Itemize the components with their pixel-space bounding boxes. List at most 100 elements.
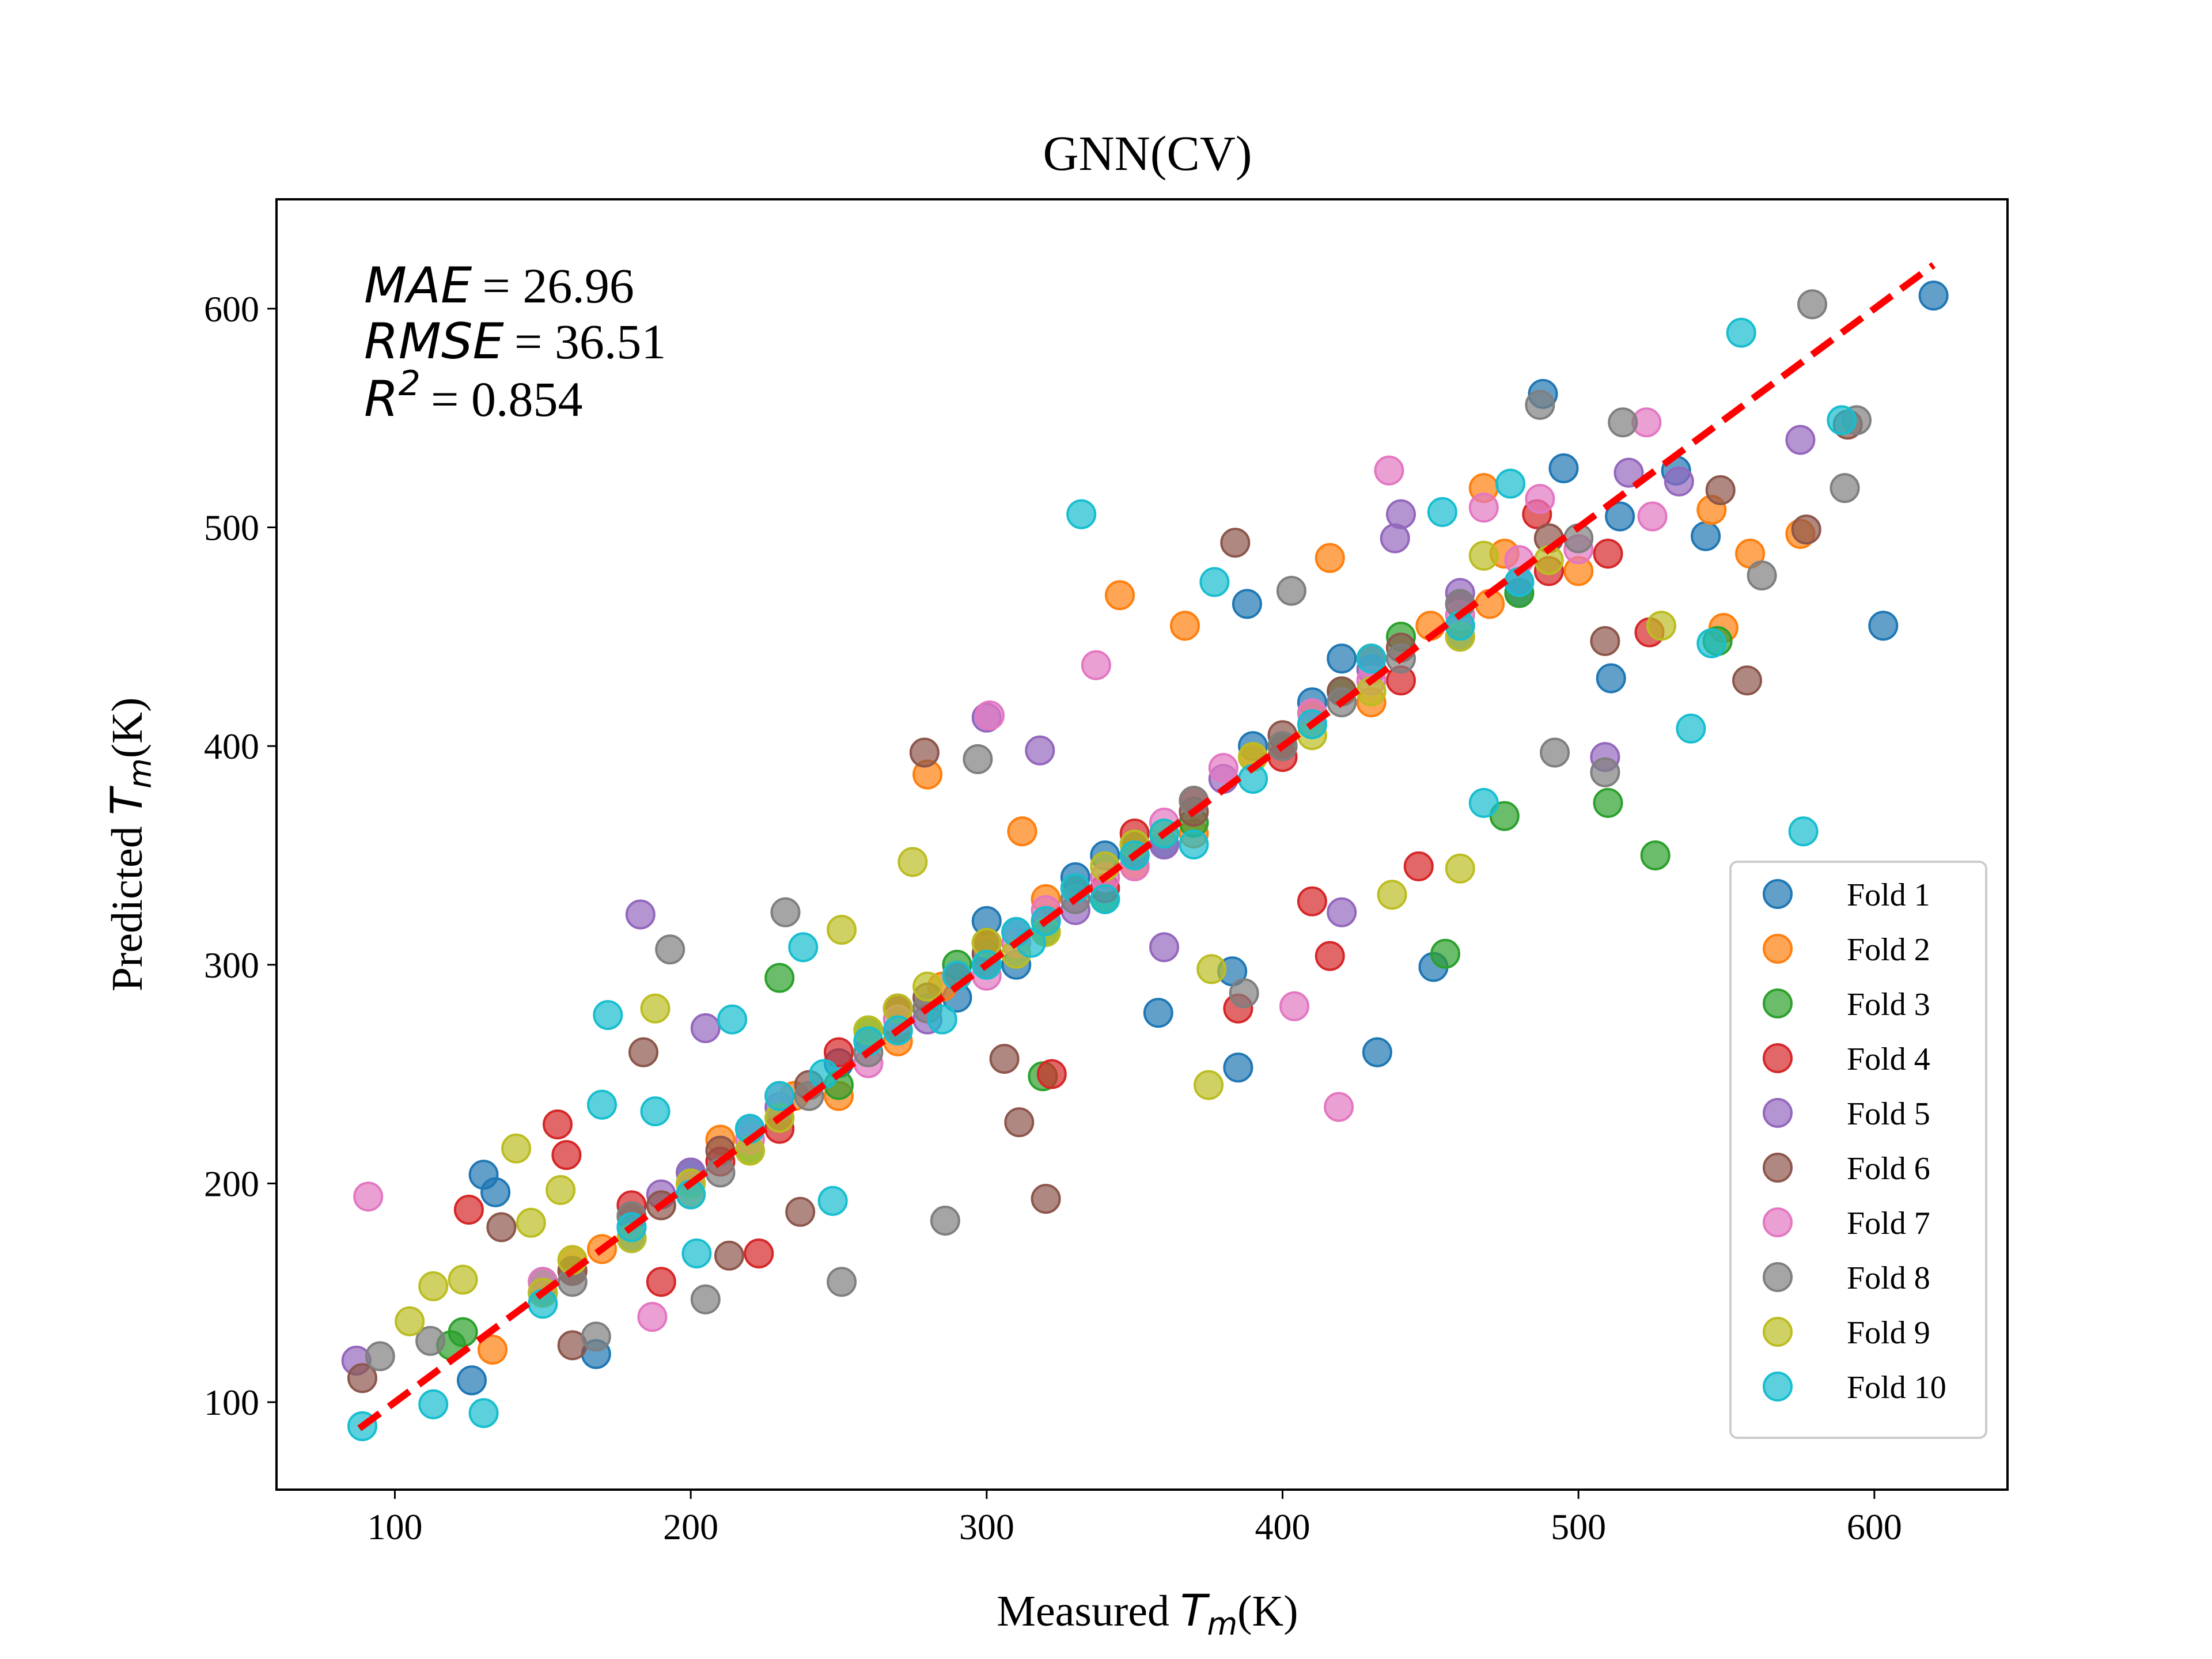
x-tick-label: 600: [1847, 1506, 1902, 1547]
mae-value: = 26.96: [482, 258, 634, 313]
point-fold-4: [646, 1267, 676, 1297]
point-fold-1: [1868, 611, 1899, 641]
point-fold-10: [764, 1081, 795, 1111]
point-fold-7: [1279, 991, 1309, 1021]
point-fold-8: [1540, 737, 1570, 768]
point-fold-10: [1179, 830, 1209, 859]
legend-marker-fold-1: [1763, 879, 1793, 909]
point-fold-9: [912, 971, 943, 1002]
y-axis-label-unit: (K): [103, 698, 151, 759]
point-fold-9: [897, 847, 928, 877]
identity-reference-line: [357, 262, 1936, 1431]
point-fold-5: [1327, 897, 1357, 927]
x-tick-label: 500: [1551, 1506, 1606, 1547]
point-fold-8: [1830, 473, 1860, 503]
legend-marker-fold-9: [1763, 1317, 1793, 1347]
legend-frame: [1729, 861, 1987, 1439]
legend-marker-fold-6: [1763, 1153, 1793, 1183]
point-fold-8: [1276, 575, 1306, 606]
point-fold-7: [1525, 484, 1555, 514]
legend-marker-fold-7: [1763, 1207, 1793, 1237]
legend-label-fold-3: Fold 3: [1847, 987, 1930, 1022]
point-fold-7: [1081, 650, 1111, 680]
rmse-annotation: RMSE = 36.51: [364, 313, 666, 370]
points-layer: [341, 281, 1949, 1441]
point-fold-4: [453, 1195, 484, 1225]
point-fold-10: [1468, 787, 1499, 818]
x-axis-label-sub: m: [1207, 1606, 1237, 1642]
point-fold-2: [1315, 543, 1345, 573]
x-axis: 100 200 300 400 500 600: [367, 1490, 1902, 1547]
point-fold-8: [1590, 757, 1620, 787]
x-axis-label-unit: (K): [1237, 1587, 1298, 1635]
y-axis-label-symbol: T: [101, 785, 152, 815]
x-tick-label: 200: [663, 1506, 718, 1547]
point-fold-9: [546, 1175, 576, 1205]
y-axis: 100 200 300 400 500 600: [204, 289, 276, 1423]
point-fold-8: [690, 1284, 721, 1315]
point-fold-10: [1726, 317, 1756, 348]
point-fold-6: [1590, 626, 1620, 656]
point-fold-4: [1297, 886, 1327, 916]
point-fold-1: [1691, 521, 1721, 551]
point-fold-10: [1199, 567, 1230, 597]
r2-superscript: 2: [399, 363, 421, 404]
legend-marker-fold-5: [1763, 1098, 1793, 1128]
point-fold-6: [1031, 1184, 1061, 1214]
point-fold-9: [1194, 1070, 1224, 1100]
y-tick-label: 300: [204, 945, 259, 986]
y-tick-label: 200: [204, 1163, 259, 1204]
point-fold-9: [448, 1264, 478, 1295]
x-tick-label: 100: [367, 1506, 422, 1547]
metrics-annotation: MAE = 26.96 RMSE = 36.51 R2 = 0.854: [364, 257, 666, 428]
point-fold-1: [1223, 1052, 1253, 1083]
point-fold-6: [1732, 665, 1762, 696]
point-fold-1: [1918, 281, 1949, 311]
point-fold-6: [909, 737, 940, 768]
point-fold-4: [1036, 1059, 1067, 1089]
point-fold-1: [1327, 643, 1357, 674]
point-fold-9: [1196, 954, 1227, 984]
point-fold-7: [975, 700, 1005, 730]
point-fold-1: [457, 1365, 487, 1396]
plot-frame: [275, 198, 2009, 1491]
point-fold-10: [593, 1000, 623, 1031]
point-fold-1: [1232, 589, 1262, 619]
point-fold-9: [1646, 611, 1676, 641]
point-fold-10: [587, 1089, 617, 1120]
legend-label-fold-8: Fold 8: [1847, 1260, 1930, 1296]
point-fold-5: [1613, 457, 1644, 488]
point-fold-7: [1208, 753, 1238, 783]
legend-label-fold-6: Fold 6: [1847, 1151, 1930, 1187]
rmse-label: RMSE: [364, 313, 505, 370]
point-fold-5: [1664, 466, 1694, 497]
point-fold-10: [1676, 713, 1706, 744]
point-fold-9: [1445, 853, 1475, 884]
point-fold-6: [486, 1212, 517, 1243]
point-fold-9: [640, 993, 671, 1024]
x-axis-label-prefix: Measured: [997, 1587, 1180, 1635]
point-fold-9: [395, 1306, 425, 1336]
point-fold-9: [1377, 880, 1407, 910]
point-fold-10: [717, 1004, 748, 1035]
point-fold-10: [1495, 468, 1525, 499]
point-fold-6: [714, 1240, 744, 1271]
y-tick-label: 400: [204, 726, 259, 767]
point-fold-8: [930, 1206, 960, 1236]
y-tick-label: 500: [204, 507, 259, 548]
point-fold-3: [1640, 840, 1671, 870]
point-fold-5: [1025, 735, 1055, 766]
point-fold-7: [1324, 1092, 1354, 1122]
point-fold-10: [1427, 497, 1457, 527]
legend-marker-fold-10: [1763, 1372, 1793, 1402]
y-axis-label: Predicted Tm(K): [101, 698, 158, 992]
reference-line-layer: [357, 262, 1936, 1431]
point-fold-8: [1525, 389, 1555, 420]
point-fold-6: [1705, 475, 1736, 505]
point-fold-7: [1374, 455, 1404, 486]
point-fold-6: [1004, 1107, 1035, 1138]
legend-label-fold-4: Fold 4: [1847, 1041, 1930, 1077]
point-fold-10: [1788, 816, 1819, 847]
point-fold-4: [543, 1109, 573, 1139]
point-fold-8: [655, 934, 685, 965]
